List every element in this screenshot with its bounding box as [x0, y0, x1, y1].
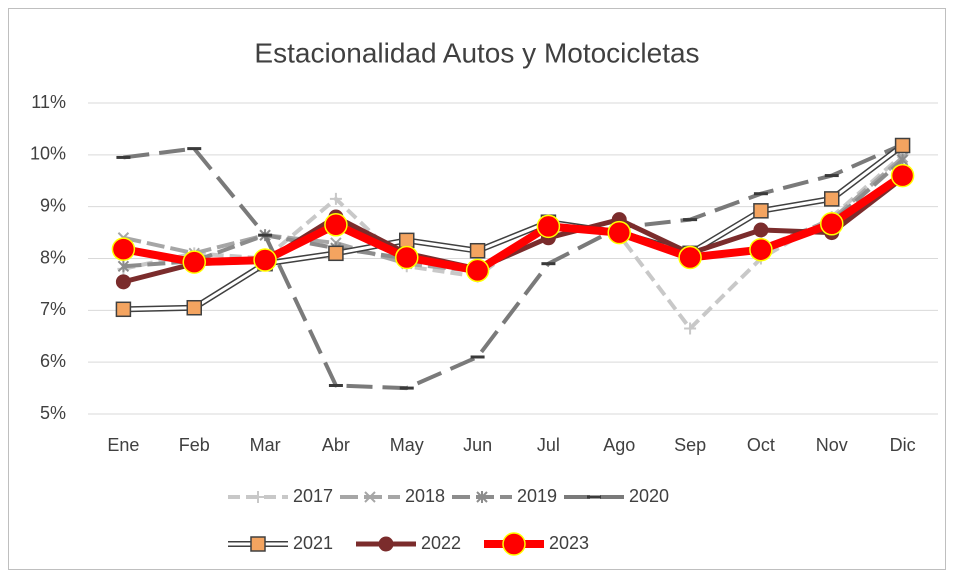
marker — [469, 242, 486, 259]
x-tick-label: Jul — [537, 435, 560, 455]
marker — [253, 248, 277, 272]
y-tick-label: 9% — [40, 195, 66, 215]
marker — [186, 299, 202, 316]
y-tick-label: 8% — [40, 247, 66, 267]
marker — [894, 137, 911, 154]
marker — [465, 258, 490, 283]
marker — [607, 220, 631, 245]
legend-label: 2022 — [421, 533, 461, 553]
marker — [753, 222, 769, 238]
legend-label: 2018 — [405, 486, 445, 506]
legend-label: 2023 — [549, 533, 589, 553]
x-tick-label: Jun — [463, 435, 492, 455]
legend-label: 2017 — [293, 486, 333, 506]
marker — [111, 237, 136, 261]
x-tick-label: Mar — [250, 435, 281, 455]
y-tick-label: 6% — [40, 351, 66, 371]
line — [123, 144, 904, 311]
legend-label: 2020 — [629, 486, 669, 506]
y-tick-label: 7% — [40, 299, 66, 319]
x-tick-label: Sep — [674, 435, 706, 455]
y-tick-label: 10% — [30, 144, 66, 164]
marker — [684, 322, 697, 335]
legend-marker — [476, 491, 488, 503]
marker — [536, 214, 561, 239]
x-tick-label: Ene — [107, 435, 139, 455]
marker — [678, 245, 702, 270]
marker — [182, 250, 206, 274]
legend-label: 2019 — [517, 486, 557, 506]
marker — [115, 274, 131, 290]
line — [123, 142, 904, 391]
legend-marker — [378, 536, 394, 552]
x-tick-label: Ago — [603, 435, 635, 455]
legend-marker — [364, 491, 376, 503]
y-tick-label: 5% — [40, 403, 66, 423]
line — [122, 172, 905, 275]
chart-frame — [8, 8, 946, 570]
marker — [117, 260, 130, 273]
marker — [329, 192, 342, 205]
y-tick-label: 11% — [31, 92, 66, 112]
legend-marker — [502, 532, 526, 556]
legend-label: 2021 — [293, 533, 333, 553]
x-tick-label: Feb — [179, 435, 210, 455]
x-tick-label: Nov — [816, 435, 848, 455]
legend-marker — [250, 536, 266, 552]
marker — [890, 163, 915, 188]
marker — [395, 245, 419, 270]
marker — [820, 212, 844, 236]
chart-title: Estacionalidad Autos y Motocicletas — [254, 37, 699, 68]
marker — [753, 203, 769, 219]
marker — [324, 213, 348, 237]
marker — [115, 301, 132, 318]
x-tick-label: Dic — [890, 435, 916, 455]
x-tick-label: Oct — [747, 435, 775, 455]
x-tick-label: May — [390, 435, 424, 455]
x-tick-label: Abr — [322, 435, 350, 455]
marker — [399, 232, 415, 249]
marker — [328, 245, 344, 262]
marker — [824, 191, 840, 207]
marker — [749, 237, 773, 262]
legend-marker — [252, 491, 264, 503]
